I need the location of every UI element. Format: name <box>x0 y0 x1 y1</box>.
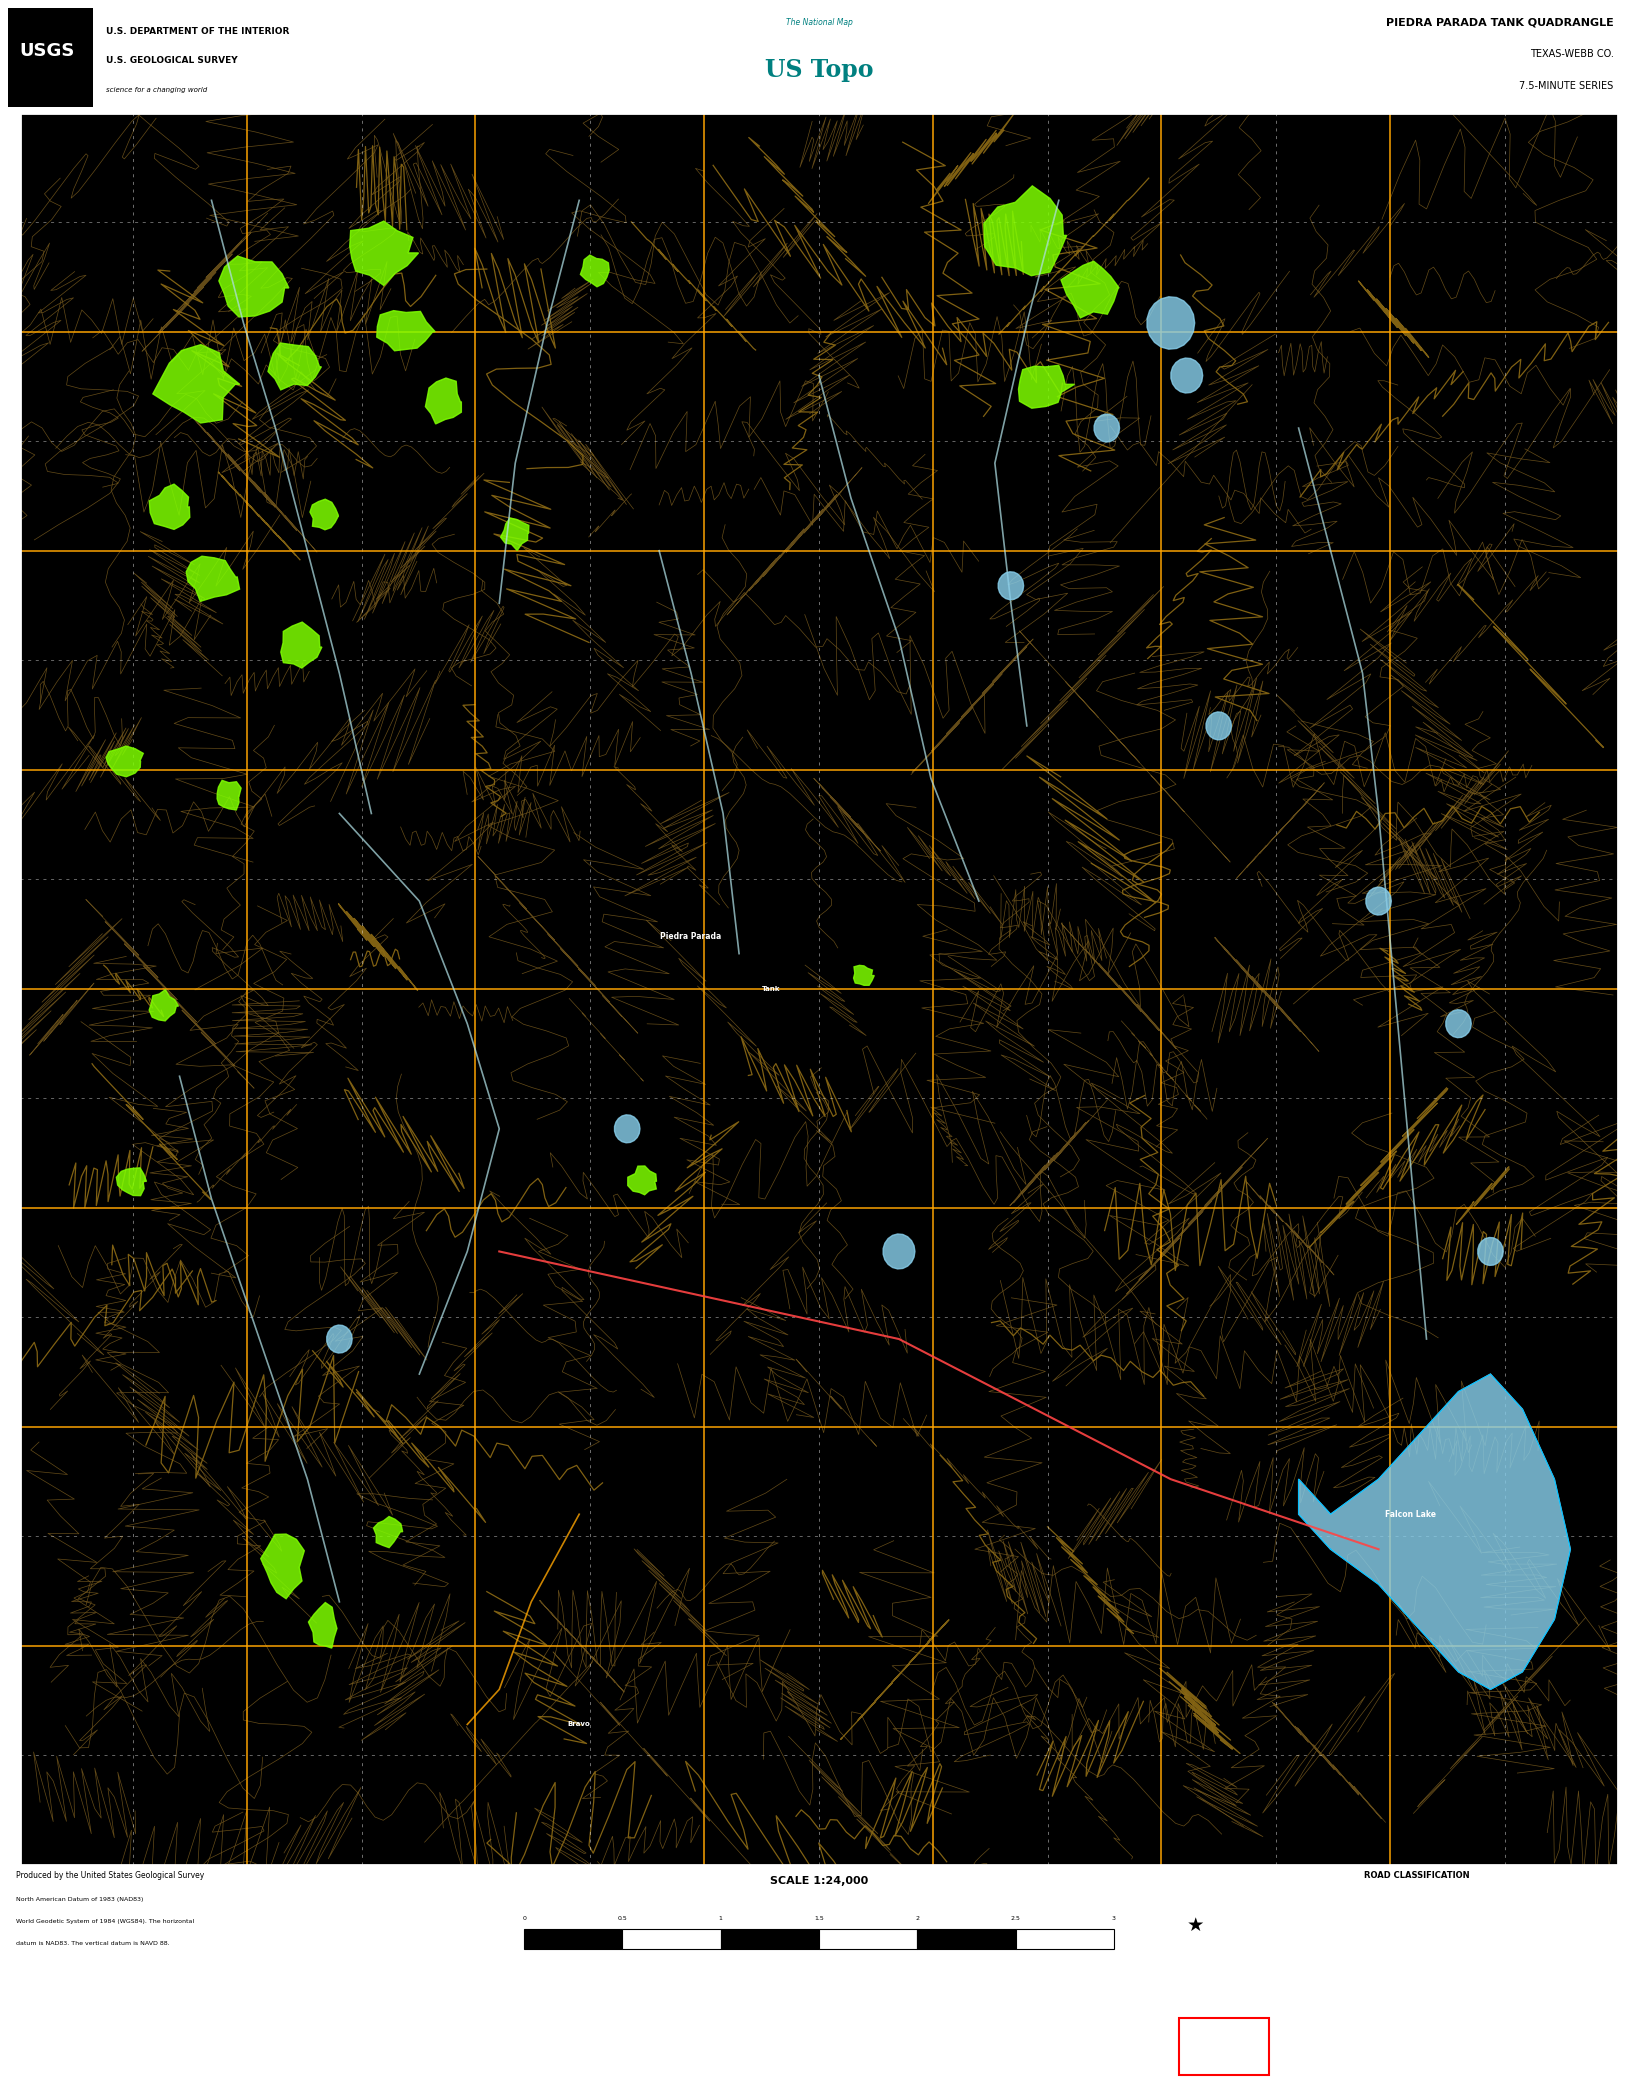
Text: 0: 0 <box>523 1917 526 1921</box>
Text: US Topo: US Topo <box>765 58 873 81</box>
Polygon shape <box>627 1165 657 1194</box>
Polygon shape <box>269 342 321 390</box>
Text: science for a changing world: science for a changing world <box>106 88 208 94</box>
Polygon shape <box>984 186 1066 276</box>
Text: Bravo: Bravo <box>568 1721 591 1727</box>
Text: 2: 2 <box>916 1917 919 1921</box>
Polygon shape <box>187 555 239 601</box>
Bar <box>819 1929 917 1950</box>
Bar <box>917 1929 1016 1950</box>
Text: Produced by the United States Geological Survey: Produced by the United States Geological… <box>16 1871 205 1881</box>
Polygon shape <box>152 345 239 424</box>
Polygon shape <box>1061 261 1119 317</box>
Text: PIEDRA PARADA TANK QUADRANGLE: PIEDRA PARADA TANK QUADRANGLE <box>1386 17 1613 27</box>
Text: The National Map: The National Map <box>786 19 852 27</box>
Text: World Geodetic System of 1984 (WGS84). The horizontal: World Geodetic System of 1984 (WGS84). T… <box>16 1919 195 1923</box>
Polygon shape <box>310 499 339 530</box>
Polygon shape <box>326 1326 352 1353</box>
Text: ★: ★ <box>1188 1917 1204 1936</box>
Polygon shape <box>998 572 1024 599</box>
Polygon shape <box>260 1535 305 1599</box>
Polygon shape <box>1094 413 1119 443</box>
Polygon shape <box>853 965 875 986</box>
Text: U.S. GEOLOGICAL SURVEY: U.S. GEOLOGICAL SURVEY <box>106 56 238 65</box>
Text: datum is NAD83. The vertical datum is NAVD 88.: datum is NAD83. The vertical datum is NA… <box>16 1940 170 1946</box>
Text: Piedra Parada: Piedra Parada <box>660 931 722 940</box>
Polygon shape <box>377 311 436 351</box>
Text: 7.5-MINUTE SERIES: 7.5-MINUTE SERIES <box>1518 81 1613 90</box>
Text: Tank: Tank <box>762 986 780 992</box>
Polygon shape <box>614 1115 640 1142</box>
Polygon shape <box>1171 357 1202 393</box>
Polygon shape <box>1147 296 1194 349</box>
Bar <box>1016 1929 1114 1950</box>
Polygon shape <box>280 622 323 668</box>
Text: 3: 3 <box>1112 1917 1115 1921</box>
Polygon shape <box>116 1167 146 1196</box>
Polygon shape <box>218 781 241 810</box>
Polygon shape <box>1206 712 1232 739</box>
Polygon shape <box>1019 365 1075 409</box>
Polygon shape <box>308 1604 337 1647</box>
Text: 1: 1 <box>719 1917 722 1921</box>
Text: TEXAS-WEBB CO.: TEXAS-WEBB CO. <box>1530 50 1613 58</box>
Text: North American Datum of 1983 (NAD83): North American Datum of 1983 (NAD83) <box>16 1898 144 1902</box>
Bar <box>1179 2017 1269 2075</box>
Polygon shape <box>106 745 143 777</box>
Polygon shape <box>373 1516 403 1547</box>
Polygon shape <box>426 378 462 424</box>
Polygon shape <box>1477 1238 1504 1265</box>
Text: SCALE 1:24,000: SCALE 1:24,000 <box>770 1875 868 1885</box>
Polygon shape <box>219 257 288 317</box>
Bar <box>8 8 93 106</box>
Bar <box>622 1929 721 1950</box>
Text: 2.5: 2.5 <box>1011 1917 1020 1921</box>
Text: ROAD CLASSIFICATION: ROAD CLASSIFICATION <box>1364 1871 1469 1881</box>
Polygon shape <box>1366 887 1391 915</box>
Text: 1.5: 1.5 <box>814 1917 824 1921</box>
Bar <box>721 1929 819 1950</box>
Text: Falcon Lake: Falcon Lake <box>1386 1510 1437 1518</box>
Text: U.S. DEPARTMENT OF THE INTERIOR: U.S. DEPARTMENT OF THE INTERIOR <box>106 27 290 35</box>
Polygon shape <box>1299 1374 1571 1689</box>
Polygon shape <box>149 990 179 1021</box>
Polygon shape <box>883 1234 916 1270</box>
Polygon shape <box>1446 1011 1471 1038</box>
Text: USGS: USGS <box>20 42 75 61</box>
Bar <box>524 1929 622 1950</box>
Text: 0.5: 0.5 <box>618 1917 627 1921</box>
Polygon shape <box>501 518 529 551</box>
Polygon shape <box>580 255 609 286</box>
Polygon shape <box>351 221 419 286</box>
Polygon shape <box>149 484 190 530</box>
